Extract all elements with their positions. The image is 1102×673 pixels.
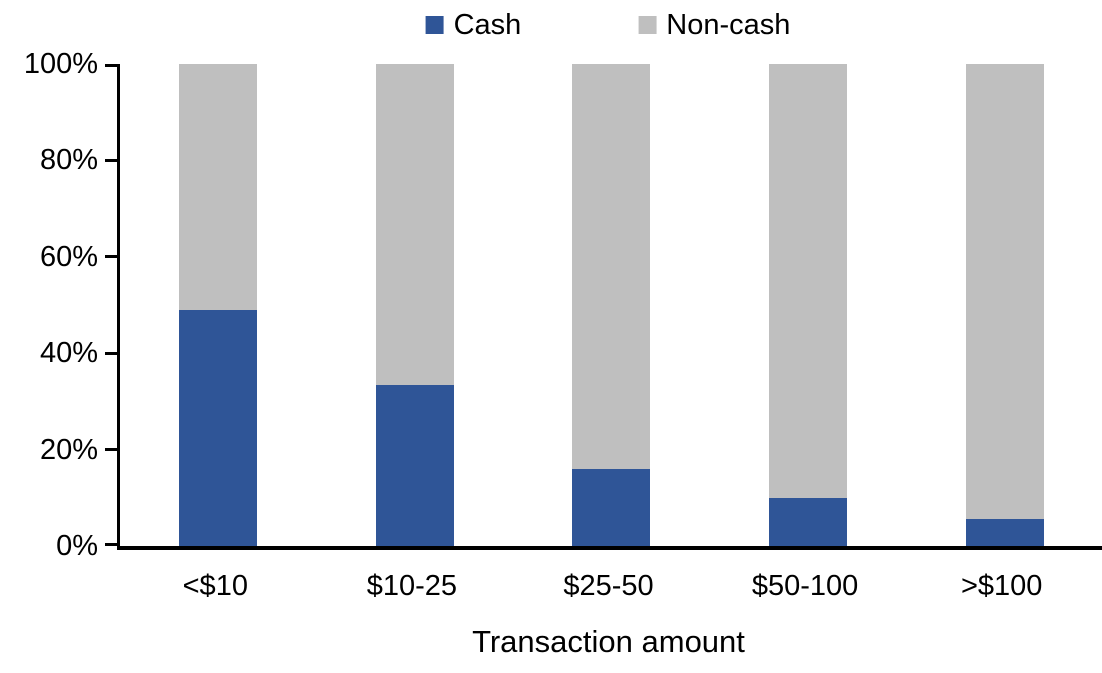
y-tick-label-60: 60% — [39, 240, 98, 273]
stacked-bar-0 — [179, 64, 258, 546]
cash-legend-label: Cash — [453, 9, 522, 41]
segment-non-cash-4 — [965, 64, 1044, 520]
x-tick-label-4: >$100 — [960, 570, 1043, 602]
segment-non-cash-2 — [572, 64, 651, 469]
bar-slot-0 — [120, 64, 317, 546]
segment-non-cash-3 — [769, 64, 848, 498]
y-tick-mark-100 — [105, 64, 117, 67]
legend-item-cash: Cash — [425, 9, 522, 41]
bar-slot-1 — [317, 64, 514, 546]
non-cash-swatch-icon — [638, 16, 657, 34]
y-tick-label-20: 20% — [39, 433, 98, 466]
stacked-bar-4 — [965, 64, 1044, 546]
y-axis: 0% 20% 40% 60% 80% 100% — [0, 49, 117, 561]
non-cash-legend-label: Non-cash — [666, 9, 791, 41]
y-tick-mark-80 — [105, 158, 117, 162]
stacked-bar-1 — [375, 64, 454, 546]
bar-slot-4 — [906, 64, 1102, 546]
y-tick-label-80: 80% — [39, 144, 98, 177]
y-tick-label-40: 40% — [39, 337, 98, 370]
y-tick-label-100: 100% — [23, 48, 98, 80]
legend-item-non-cash: Non-cash — [638, 9, 790, 41]
bar-slot-2 — [513, 64, 710, 546]
segment-cash-0 — [179, 309, 258, 546]
cash-swatch-icon — [425, 16, 444, 34]
x-tick-label-1: $10-25 — [366, 570, 458, 602]
bar-slot-3 — [710, 64, 907, 546]
segment-cash-3 — [769, 497, 848, 546]
stacked-bar-3 — [769, 64, 848, 546]
x-axis-labels: <$10 $10-25 $25-50 $50-100 >$100 — [117, 570, 1100, 603]
plot-area — [117, 64, 1102, 550]
x-tick-label-0: <$10 — [182, 570, 248, 602]
x-tick-label-3: $50-100 — [751, 570, 859, 602]
segment-non-cash-0 — [179, 64, 258, 310]
y-tick-label-0: 0% — [56, 530, 98, 562]
stacked-bar-2 — [572, 64, 651, 546]
y-tick-mark-60 — [105, 255, 117, 259]
y-tick-mark-40 — [105, 351, 117, 355]
segment-cash-1 — [375, 384, 454, 546]
segment-cash-2 — [572, 468, 651, 546]
legend: Cash Non-cash — [425, 9, 790, 41]
y-tick-mark-0 — [105, 543, 117, 546]
x-tick-label-2: $25-50 — [563, 570, 654, 602]
segment-non-cash-1 — [375, 64, 454, 385]
y-tick-mark-20 — [105, 448, 117, 452]
segment-cash-4 — [965, 519, 1044, 546]
x-axis-title: Transaction amount — [472, 624, 745, 659]
